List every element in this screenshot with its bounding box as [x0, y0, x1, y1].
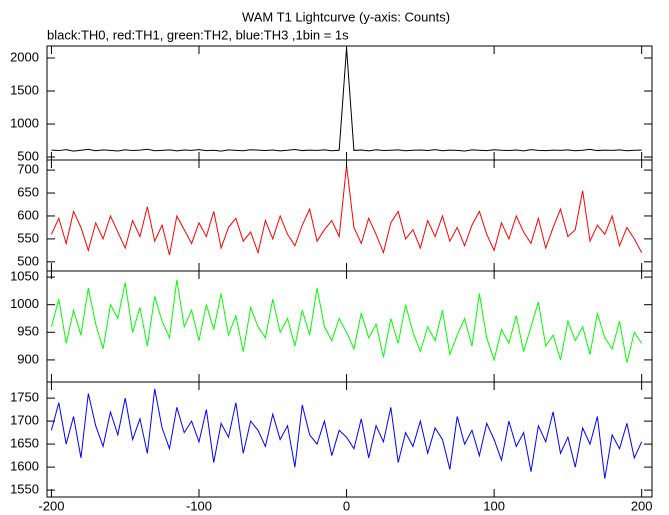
- panel-frame: [46, 270, 653, 383]
- y-tick-label: 1050: [10, 269, 39, 284]
- y-tick-label: 1500: [10, 82, 39, 97]
- y-tick-label: 500: [17, 253, 39, 268]
- x-tick-label: 200: [631, 498, 653, 513]
- y-tick-label: 1750: [10, 390, 39, 405]
- y-tick-label: 1650: [10, 436, 39, 451]
- x-tick-label: -100: [186, 498, 212, 513]
- y-tick-label: 2000: [10, 49, 39, 64]
- y-tick-label: 650: [17, 184, 39, 199]
- lightcurve: [50, 165, 643, 256]
- lightcurve: [50, 279, 643, 363]
- chart-title: WAM T1 Lightcurve (y-axis: Counts): [242, 9, 450, 24]
- x-tick-label: 100: [483, 498, 505, 513]
- y-tick-label: 550: [17, 230, 39, 245]
- chart-subtitle: black:TH0, red:TH1, green:TH2, blue:TH3 …: [47, 27, 349, 42]
- y-tick-label: 1700: [10, 413, 39, 428]
- y-tick-label: 1600: [10, 459, 39, 474]
- y-tick-label: 500: [17, 148, 39, 163]
- panel-frame: [46, 381, 653, 498]
- y-tick-label: 600: [17, 207, 39, 222]
- y-tick-label: 900: [17, 351, 39, 366]
- x-tick-label: 0: [343, 498, 350, 513]
- y-tick-label: 1000: [10, 115, 39, 130]
- x-tick-label: -200: [38, 498, 64, 513]
- panel-frame: [46, 159, 653, 272]
- y-tick-label: 950: [17, 324, 39, 339]
- lightcurve: [51, 48, 642, 152]
- panel-frame: [46, 45, 653, 161]
- y-tick-label: 1000: [10, 296, 39, 311]
- lightcurve: [50, 388, 643, 479]
- y-tick-label: 1550: [10, 482, 39, 497]
- y-tick-label: 700: [17, 162, 39, 177]
